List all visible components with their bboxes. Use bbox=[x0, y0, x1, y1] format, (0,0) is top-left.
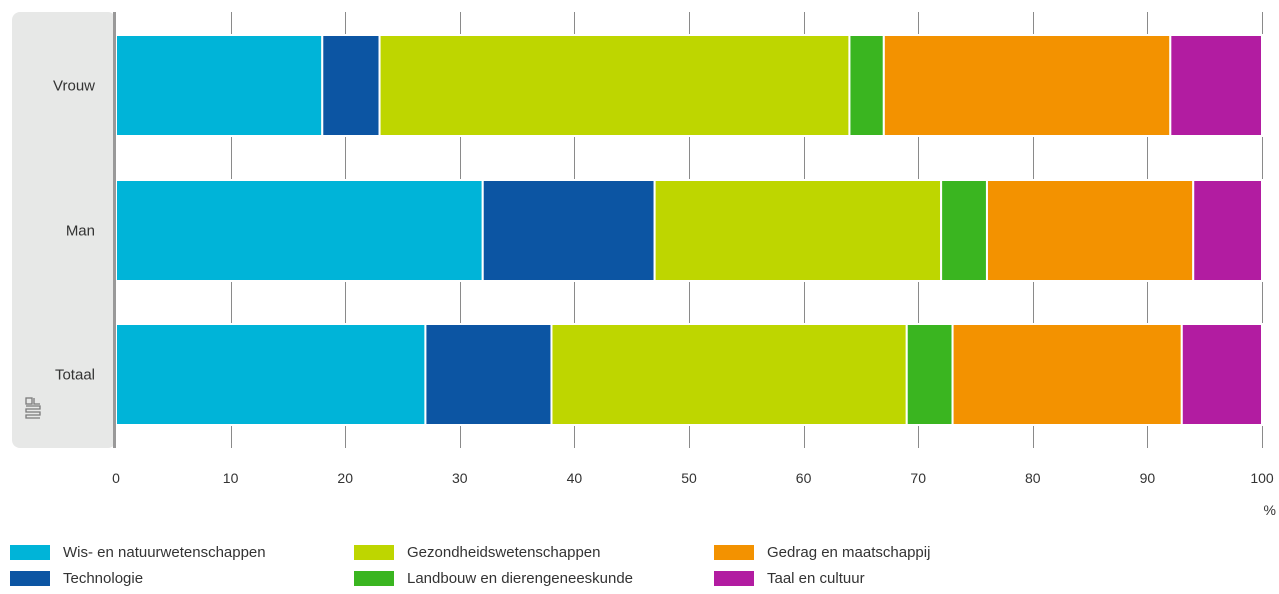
x-tick-labels: 0 10 20 30 40 50 60 70 80 90 100 bbox=[112, 470, 1274, 486]
legend-label: Gezondheidswetenschappen bbox=[407, 543, 601, 561]
legend-swatch bbox=[10, 570, 50, 586]
bar-segment bbox=[115, 179, 484, 282]
bar-segment bbox=[653, 179, 943, 282]
bar-segment bbox=[115, 34, 324, 137]
bar-segment bbox=[905, 323, 954, 426]
cbs-logo-icon bbox=[25, 397, 41, 419]
legend-swatch bbox=[714, 544, 754, 560]
bar-segment bbox=[1169, 34, 1263, 137]
bars bbox=[115, 34, 1264, 426]
bar-segment bbox=[1180, 323, 1264, 426]
bar-segment bbox=[951, 323, 1183, 426]
x-tick-label: 80 bbox=[1025, 470, 1041, 486]
legend-item-taal-en-cultuur: Taal en cultuur bbox=[714, 568, 865, 588]
category-label: Vrouw bbox=[53, 78, 95, 95]
category-labels: Vrouw Man Totaal bbox=[53, 78, 95, 384]
legend-swatch bbox=[354, 570, 394, 586]
x-tick-label: 30 bbox=[452, 470, 468, 486]
legend-label: Taal en cultuur bbox=[767, 569, 865, 587]
x-tick-label: 90 bbox=[1140, 470, 1156, 486]
legend-item-gedrag-en-maatschappij: Gedrag en maatschappij bbox=[714, 542, 930, 562]
category-label: Totaal bbox=[55, 367, 95, 384]
bar-segment bbox=[115, 323, 427, 426]
bar-segment bbox=[321, 34, 381, 137]
legend-item-landbouw-en-dierengeneeskunde: Landbouw en dierengeneeskunde bbox=[354, 568, 633, 588]
x-tick-label: 60 bbox=[796, 470, 812, 486]
x-tick-label: 40 bbox=[567, 470, 583, 486]
legend-label: Wis- en natuurwetenschappen bbox=[63, 543, 266, 561]
chart: Vrouw Man Totaal 0 10 20 30 40 50 60 70 80 90 100 % bbox=[12, 12, 1276, 518]
bar-segment bbox=[848, 34, 885, 137]
legend-item-wis-en-natuurwetenschappen: Wis- en natuurwetenschappen bbox=[10, 542, 266, 562]
x-tick-label: 100 bbox=[1250, 470, 1274, 486]
legend-swatch bbox=[714, 570, 754, 586]
legend-item-technologie: Technologie bbox=[10, 568, 143, 588]
bar-segment bbox=[550, 323, 908, 426]
legend-label: Gedrag en maatschappij bbox=[767, 543, 931, 561]
bar-segment bbox=[1192, 179, 1263, 282]
legend-swatch bbox=[10, 544, 50, 560]
legend-item-gezondheidswetenschappen: Gezondheidswetenschappen bbox=[354, 542, 600, 562]
legend-label: Landbouw en dierengeneeskunde bbox=[407, 569, 634, 587]
category-panel bbox=[12, 12, 116, 448]
x-tick-label: 70 bbox=[910, 470, 926, 486]
bar-segment bbox=[481, 179, 656, 282]
bar-segment bbox=[378, 34, 851, 137]
x-tick-label: 20 bbox=[337, 470, 353, 486]
x-tick-label: 0 bbox=[112, 470, 120, 486]
bar-segment bbox=[940, 179, 988, 282]
legend: Wis- en natuurwetenschappen Technologie … bbox=[10, 542, 1270, 594]
legend-label: Technologie bbox=[63, 569, 144, 587]
legend-swatch bbox=[354, 544, 394, 560]
bar-segment bbox=[424, 323, 553, 426]
category-label: Man bbox=[66, 223, 95, 240]
bar-segment bbox=[882, 34, 1172, 137]
x-unit-label: % bbox=[1264, 502, 1276, 518]
x-tick-label: 50 bbox=[681, 470, 697, 486]
x-tick-label: 10 bbox=[223, 470, 239, 486]
bar-segment bbox=[985, 179, 1195, 282]
